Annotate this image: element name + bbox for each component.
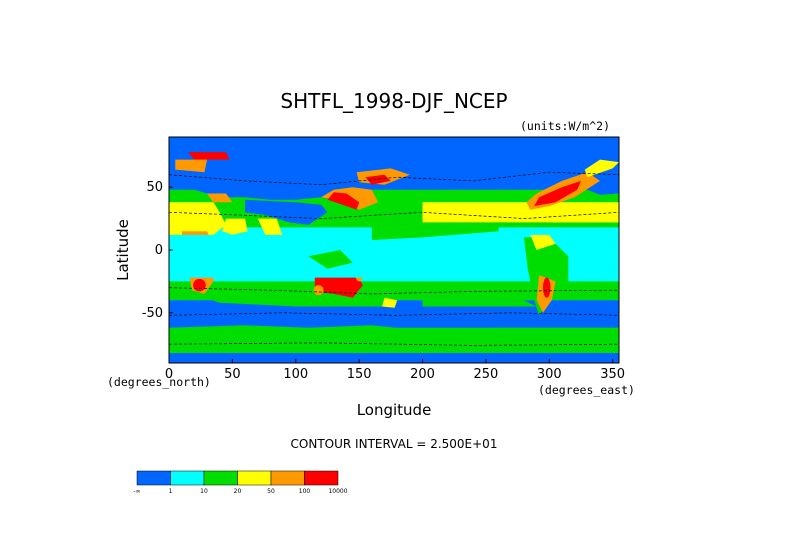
field-antarctic-ring — [169, 325, 619, 341]
field-wpac-cyan — [295, 250, 423, 278]
y-axis: 50 0 -50 — [142, 180, 173, 321]
field-s-america — [523, 237, 569, 316]
colorbar-label: 10000 — [328, 488, 347, 495]
field-gulf-stream-red — [534, 180, 581, 207]
field-barents-orange — [175, 159, 207, 173]
colorbar-label: 20 — [234, 488, 242, 495]
contour-line — [169, 342, 619, 346]
field-south-indian-green — [194, 293, 385, 307]
colorbar-label: 10 — [200, 488, 208, 495]
chart-title: SHTFL_1998-DJF_NCEP — [280, 89, 507, 113]
field-s-pacific-green — [422, 300, 537, 307]
x-tick-label: 250 — [473, 367, 498, 382]
colorbar-swatch — [237, 470, 272, 486]
x-tick-label: 200 — [410, 367, 435, 382]
colorbar-label: -∞ — [133, 488, 140, 495]
field-barents-red — [188, 152, 230, 160]
field-maritime-green — [308, 250, 353, 269]
colorbar-label: 50 — [267, 488, 275, 495]
x-axis-label: Longitude — [357, 401, 432, 419]
y-tick-label: 0 — [155, 243, 163, 258]
y-tick-label: 50 — [146, 180, 163, 195]
field-pole — [169, 353, 619, 363]
x-unit-label: (degrees_east) — [538, 383, 635, 397]
contour-line — [169, 211, 619, 219]
y-unit-label: (degrees_north) — [107, 375, 211, 389]
y-axis-label: Latitude — [114, 219, 132, 281]
x-axis: 0 50 100 150 200 250 300 350 — [165, 359, 625, 382]
y-tick-label: -50 — [142, 306, 163, 321]
plot-area — [169, 137, 619, 363]
field-arabia — [222, 218, 248, 235]
colorbar-label: 1 — [169, 488, 173, 495]
contour-line — [169, 171, 619, 186]
contour-interval: CONTOUR INTERVAL = 2.500E+01 — [291, 437, 498, 451]
colorbar-swatch — [136, 470, 171, 486]
field-venezuela — [530, 234, 556, 250]
colorbar: -∞ 1 10 20 50 100 10000 — [133, 470, 348, 495]
x-tick-label: 350 — [600, 367, 625, 382]
field-sw-australia — [313, 285, 324, 296]
field-kuroshio-red — [327, 192, 360, 210]
units-label: (units:W/m^2) — [520, 119, 610, 133]
field-south-africa-core — [193, 278, 206, 292]
x-tick-label: 100 — [283, 367, 308, 382]
colorbar-swatch — [304, 470, 339, 486]
field-npac-green — [371, 222, 499, 240]
field-bering-red — [365, 174, 391, 185]
contour-line — [169, 312, 619, 316]
x-tick-label: 50 — [224, 367, 241, 382]
field-norwegian-sea — [584, 159, 619, 178]
field-india — [257, 218, 284, 240]
field-natl-yellow — [549, 206, 619, 223]
colorbar-swatch — [270, 470, 305, 486]
x-tick-label: 300 — [537, 367, 562, 382]
contour-line — [169, 287, 619, 295]
field-n-africa — [169, 202, 226, 238]
field-new-zealand — [382, 297, 398, 308]
colorbar-swatch — [203, 470, 238, 486]
field-black-sea — [207, 193, 233, 203]
x-tick-label: 0 — [165, 367, 173, 382]
x-tick-label: 150 — [347, 367, 372, 382]
colorbar-label: 100 — [299, 488, 311, 495]
colorbar-swatch — [170, 470, 205, 486]
field-s-america-red — [542, 277, 551, 298]
field-asia-south — [245, 199, 328, 225]
